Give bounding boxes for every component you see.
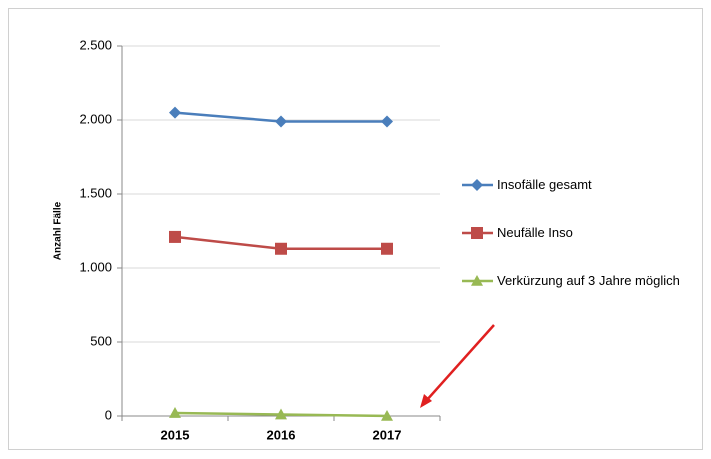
legend-marker: [471, 275, 483, 286]
marker: [169, 106, 181, 119]
marker: [381, 242, 393, 255]
legend-marker: [471, 179, 483, 191]
x-tick-label: 2015: [161, 427, 190, 442]
chart-border: [8, 8, 703, 450]
arrow: [425, 324, 495, 402]
arrow-head: [420, 394, 432, 408]
legend-label: Neufälle Inso: [497, 225, 573, 240]
marker: [275, 408, 287, 420]
x-tick-label: 2016: [267, 427, 296, 442]
marker: [381, 410, 393, 421]
x-tick-label: 2017: [373, 427, 402, 442]
y-tick-label: 2.000: [79, 111, 112, 126]
y-tick-label: 0: [105, 407, 112, 422]
y-tick-label: 1.000: [79, 259, 112, 274]
y-tick-label: 2.500: [79, 37, 112, 52]
legend-label: Insofälle gesamt: [497, 177, 592, 192]
marker: [275, 115, 287, 128]
y-axis-label: Anzahl Fälle: [53, 201, 64, 260]
legend-marker: [471, 227, 483, 239]
legend-label: Verkürzung auf 3 Jahre möglich: [497, 273, 680, 288]
marker: [381, 115, 393, 128]
y-tick-label: 500: [90, 333, 112, 348]
marker: [169, 230, 181, 243]
marker: [275, 242, 287, 255]
marker: [169, 407, 181, 418]
y-tick-label: 1.500: [79, 185, 112, 200]
